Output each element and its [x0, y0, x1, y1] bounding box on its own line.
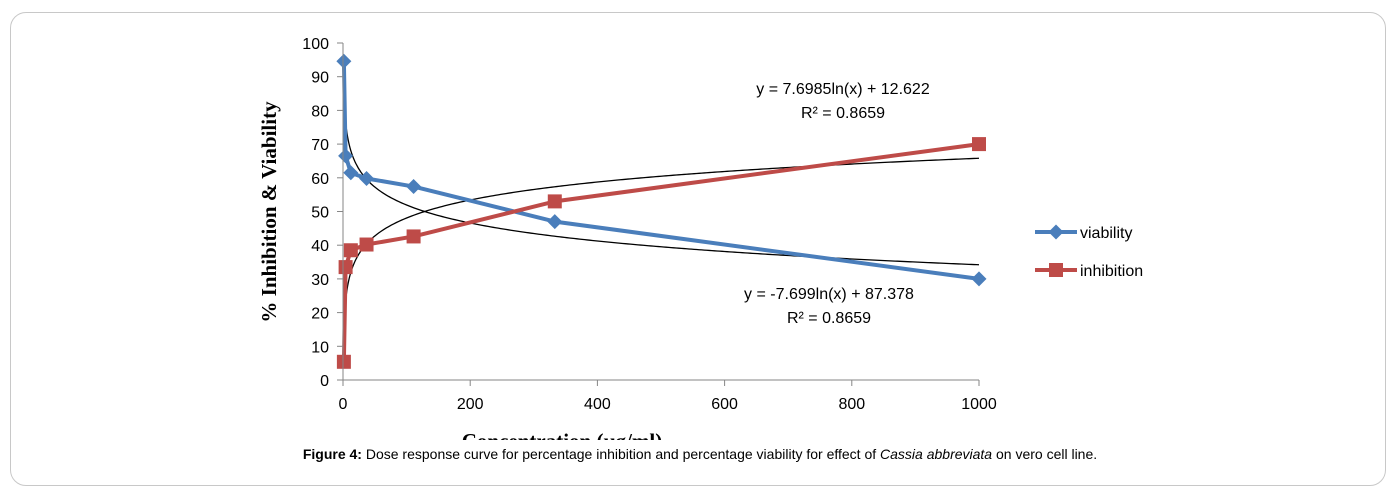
inhibition-point [338, 260, 353, 275]
y-tick-label: 40 [311, 238, 329, 255]
y-tick-label: 10 [311, 339, 329, 356]
legend: viability inhibition [1035, 224, 1143, 280]
x-tick-label: 400 [584, 396, 611, 413]
x-tick-label: 0 [339, 396, 348, 413]
x-tick-label: 200 [457, 396, 484, 413]
y-tick-label: 90 [311, 70, 329, 87]
viability-point [343, 165, 359, 181]
y-tick-label: 100 [302, 36, 329, 53]
legend-marker-viability [1048, 224, 1064, 240]
x-tick-label: 600 [711, 396, 738, 413]
chart-labels: Concentration (µg/ml) % Inhibition & Via… [257, 81, 930, 440]
x-axis-title: Concentration (µg/ml) [462, 429, 662, 440]
x-tick-label: 800 [838, 396, 865, 413]
inhibition-point [359, 237, 374, 252]
y-tick-label: 30 [311, 272, 329, 289]
inhibition-point [547, 194, 562, 209]
viability-point [547, 214, 563, 230]
y-tick-label: 60 [311, 171, 329, 188]
caption-text-before: Dose response curve for percentage inhib… [361, 446, 881, 462]
viability-point [359, 170, 375, 186]
inhibition-point [336, 354, 351, 369]
inhibition-point [343, 243, 358, 258]
inhibition-trend-r2: R² = 0.8659 [801, 105, 885, 122]
inhibition-point [972, 137, 986, 152]
caption-text-after: on vero cell line. [992, 446, 1098, 462]
legend-label-inhibition: inhibition [1080, 263, 1143, 280]
viability-point [336, 53, 352, 69]
y-tick-label: 70 [311, 137, 329, 154]
y-tick-label: 0 [320, 373, 329, 390]
x-tick-label: 1000 [961, 396, 997, 413]
inhibition-point [406, 229, 421, 244]
viability-trend-equation: y = -7.699ln(x) + 87.378 [744, 286, 914, 303]
y-tick-label: 20 [311, 306, 329, 323]
caption-species: Cassia abbreviata [880, 446, 993, 462]
caption-label: Figure 4: [302, 446, 362, 462]
legend-entry-inhibition: inhibition [1035, 263, 1143, 280]
figure-caption: Figure 4: Dose response curve for percen… [0, 446, 1400, 462]
legend-marker-inhibition [1049, 263, 1063, 277]
y-tick-label: 50 [311, 205, 329, 222]
legend-label-viability: viability [1080, 225, 1132, 242]
y-axis-title: % Inhibition & Viability [257, 101, 281, 323]
series-group [336, 53, 987, 369]
viability-point [338, 148, 354, 164]
viability-trend-r2: R² = 0.8659 [787, 310, 871, 327]
viability-point [406, 179, 422, 195]
viability-point [971, 271, 987, 287]
y-tick-label: 80 [311, 103, 329, 120]
legend-entry-viability: viability [1035, 224, 1132, 242]
inhibition-trend-equation: y = 7.6985ln(x) + 12.622 [756, 81, 930, 98]
